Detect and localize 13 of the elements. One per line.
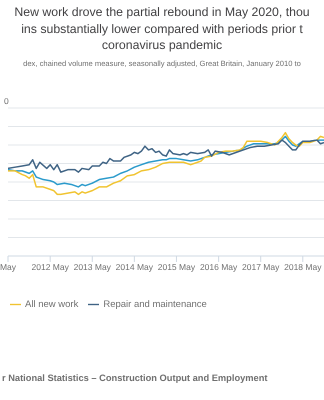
x-tick-label: May (0, 262, 17, 272)
y-axis-title: 0 (4, 96, 9, 106)
chart-title: New work drove the partial rebound in May 2020, thou ins substantially lower compared with periods prior t coronavirus pandemic (13, 4, 311, 54)
legend-label: Repair and maintenance (103, 299, 207, 310)
x-tick-label: 2017 May (242, 262, 280, 272)
x-tick-label: 2012 May (32, 262, 70, 272)
x-tick-label: 2015 May (158, 262, 196, 272)
text: r National Statistics – Construction Output and Employment (2, 373, 268, 383)
x-tick-label: 2018 May (284, 262, 322, 272)
x-tick-label: 2013 May (74, 262, 112, 272)
x-tick-label: 2014 May (116, 262, 154, 272)
legend-label: All new work (25, 299, 78, 310)
x-tick-label: 2016 May (200, 262, 238, 272)
